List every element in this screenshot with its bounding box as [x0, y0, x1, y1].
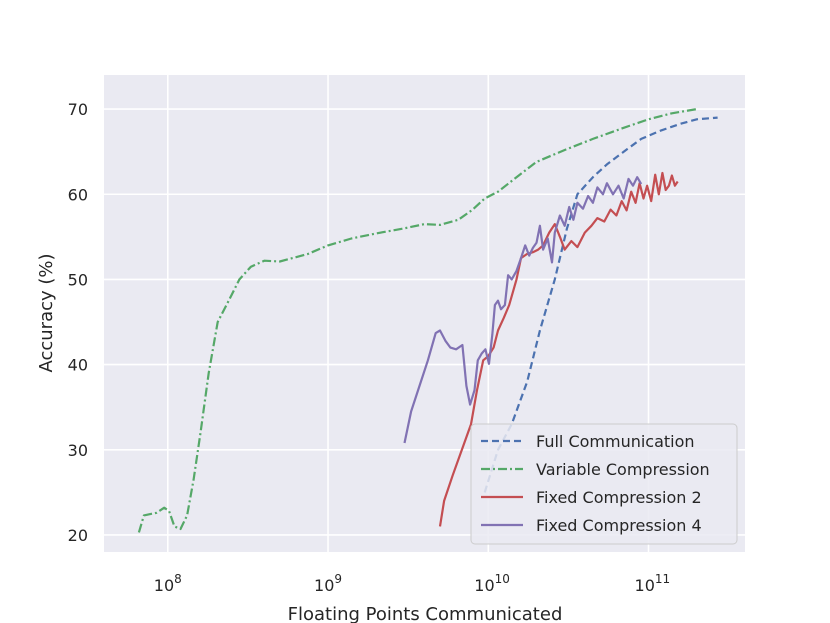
y-tick-label: 40 [68, 356, 88, 375]
x-tick-label: 1010 [474, 572, 510, 595]
x-axis-label: Floating Points Communicated [288, 604, 563, 623]
series-line [137, 108, 697, 533]
x-tick-label: 109 [314, 572, 342, 595]
y-tick-label: 60 [68, 185, 88, 204]
y-tick-label: 30 [68, 441, 88, 460]
x-tick-label: 108 [154, 572, 182, 595]
y-tick-label: 70 [68, 100, 88, 119]
series-layer [137, 108, 718, 533]
legend: Full Communication Variable Compression Fi… [470, 423, 738, 545]
y-axis-label: Accuracy (%) [36, 253, 57, 372]
legend-label: Variable Compression [536, 460, 710, 479]
legend-label: Fixed Compression 4 [536, 516, 702, 535]
legend-label: Full Communication [536, 432, 695, 451]
legend-label: Fixed Compression 2 [536, 488, 702, 507]
series-line [403, 176, 643, 444]
series-line [483, 116, 718, 493]
y-tick-label: 20 [68, 526, 88, 545]
y-axis-ticks: 20 30 40 50 60 70 [68, 100, 88, 545]
y-tick-label: 50 [68, 270, 88, 289]
legend-box [470, 423, 738, 545]
grid-lines [104, 75, 745, 552]
x-axis-ticks: 108 109 1010 1011 [154, 572, 670, 595]
x-tick-label: 1011 [635, 572, 671, 595]
